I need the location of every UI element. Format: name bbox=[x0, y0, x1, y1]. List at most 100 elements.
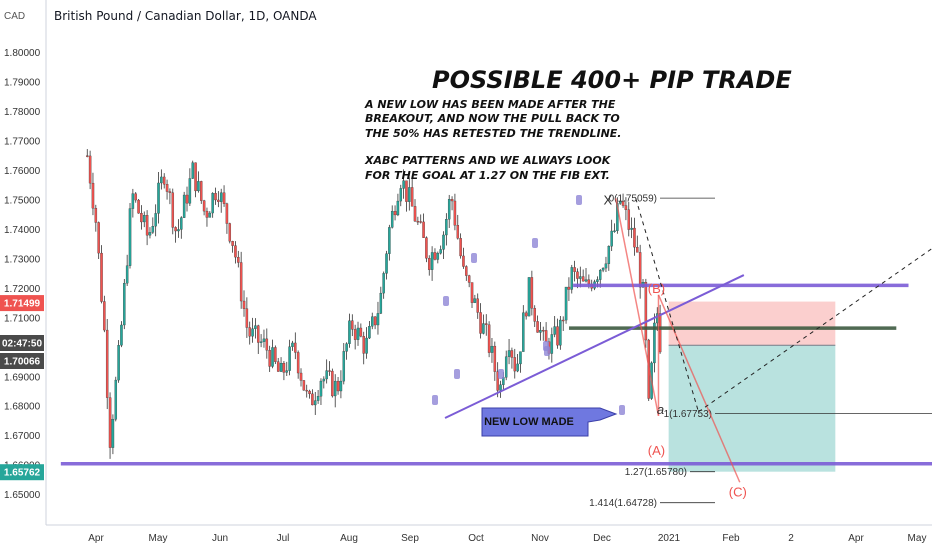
take-profit-zone bbox=[668, 345, 836, 472]
candle-body bbox=[294, 342, 297, 353]
candle-body bbox=[134, 193, 137, 201]
price-label-text: 1.65762 bbox=[4, 468, 41, 479]
candle-body bbox=[111, 419, 115, 448]
note-line: BREAKOUT, AND NOW THE PULL BACK TO bbox=[365, 112, 620, 125]
candle-body bbox=[419, 221, 422, 223]
pattern-point-marker bbox=[543, 341, 549, 351]
candle-body bbox=[536, 321, 539, 333]
candle-body bbox=[382, 273, 385, 294]
candle-body bbox=[208, 212, 212, 218]
price-label-text: 02:47:50 bbox=[2, 339, 42, 350]
candle-body bbox=[408, 187, 411, 202]
candle-body bbox=[425, 237, 428, 259]
price-label-box bbox=[0, 353, 44, 369]
y-tick-label: 1.67000 bbox=[4, 431, 41, 442]
candle-body bbox=[200, 181, 203, 201]
candle-body bbox=[470, 282, 474, 303]
candle-body bbox=[462, 255, 465, 267]
candle-body bbox=[251, 328, 254, 337]
new-low-callout[interactable]: NEW LOW MADE bbox=[481, 407, 618, 437]
candle-body bbox=[356, 327, 360, 340]
candle-body bbox=[581, 276, 585, 282]
candle-body bbox=[322, 378, 326, 382]
candle-body bbox=[430, 252, 434, 270]
candle-body bbox=[618, 201, 622, 204]
trade-position-box[interactable] bbox=[668, 301, 836, 472]
price-label-box bbox=[0, 295, 44, 312]
price-label-text: 1.70066 bbox=[4, 357, 41, 368]
candle-body bbox=[450, 199, 454, 202]
candle-body bbox=[257, 325, 260, 343]
candle-body bbox=[553, 326, 556, 335]
candle-body bbox=[157, 182, 160, 214]
candle-body bbox=[114, 379, 118, 420]
candle-body bbox=[285, 370, 289, 373]
candle-body bbox=[259, 341, 263, 343]
x-tick-label: Jul bbox=[277, 533, 290, 544]
candle-body bbox=[556, 326, 559, 346]
candle-body bbox=[533, 308, 536, 322]
candle-body bbox=[524, 312, 528, 317]
candle-body bbox=[544, 330, 548, 342]
candle-body bbox=[482, 323, 485, 334]
currency-label: CAD bbox=[4, 11, 25, 22]
y-tick-label: 1.78000 bbox=[4, 107, 41, 118]
pattern-point-marker bbox=[576, 195, 582, 205]
candle-body bbox=[274, 347, 277, 362]
candle-body bbox=[125, 265, 129, 284]
stop-loss-zone bbox=[668, 301, 836, 346]
candle-body bbox=[396, 200, 400, 216]
candle-body bbox=[328, 370, 331, 372]
pattern-point-marker bbox=[532, 238, 538, 248]
pattern-point-label: a bbox=[657, 402, 664, 417]
pattern-point-marker bbox=[498, 369, 504, 379]
x-tick-label: Feb bbox=[722, 533, 740, 544]
candle-body bbox=[493, 345, 497, 372]
pattern-point-label: (B) bbox=[648, 281, 665, 296]
candle-body bbox=[311, 393, 314, 406]
candle-body bbox=[365, 337, 368, 354]
candle-body bbox=[379, 292, 383, 314]
candle-body bbox=[182, 194, 186, 218]
candle-body bbox=[333, 380, 337, 397]
candle-body bbox=[416, 220, 420, 223]
candle-body bbox=[165, 184, 169, 192]
candle-body bbox=[621, 201, 625, 206]
candle-body bbox=[638, 252, 642, 288]
y-tick-label: 1.75000 bbox=[4, 195, 41, 206]
candle-body bbox=[254, 325, 257, 329]
candle-body bbox=[579, 276, 582, 279]
y-tick-label: 1.68000 bbox=[4, 402, 41, 413]
trendline bbox=[444, 274, 745, 419]
candle-body bbox=[599, 270, 602, 280]
candle-body bbox=[604, 263, 608, 269]
candle-body bbox=[108, 397, 112, 448]
candlestick-series bbox=[86, 149, 662, 459]
pattern-point-label: (C) bbox=[729, 484, 747, 499]
candle-body bbox=[362, 336, 365, 354]
pattern-point-marker bbox=[432, 395, 438, 405]
candle-body bbox=[86, 155, 89, 157]
candle-body bbox=[630, 227, 633, 230]
candle-body bbox=[202, 200, 206, 212]
x-tick-label: Apr bbox=[848, 533, 864, 544]
candle-body bbox=[550, 334, 554, 354]
candle-body bbox=[100, 252, 103, 302]
candle-body bbox=[228, 223, 232, 242]
candle-body bbox=[564, 286, 568, 321]
candle-body bbox=[410, 187, 414, 207]
candle-body bbox=[188, 178, 192, 204]
candle-body bbox=[222, 192, 226, 204]
candle-body bbox=[123, 283, 126, 326]
fib-level-label: 1.27(1.65780) bbox=[625, 467, 687, 478]
note-line: XABC PATTERNS AND WE ALWAYS LOOK bbox=[364, 154, 612, 167]
candle-body bbox=[168, 191, 172, 193]
candle-body bbox=[644, 282, 648, 341]
note-line: FOR THE GOAL AT 1.27 ON THE FIB EXT. bbox=[365, 169, 610, 182]
candle-body bbox=[459, 238, 462, 257]
candle-body bbox=[390, 211, 394, 228]
candle-body bbox=[496, 371, 499, 391]
candle-body bbox=[476, 298, 479, 313]
pattern-point-marker bbox=[454, 369, 460, 379]
candle-body bbox=[519, 351, 522, 365]
